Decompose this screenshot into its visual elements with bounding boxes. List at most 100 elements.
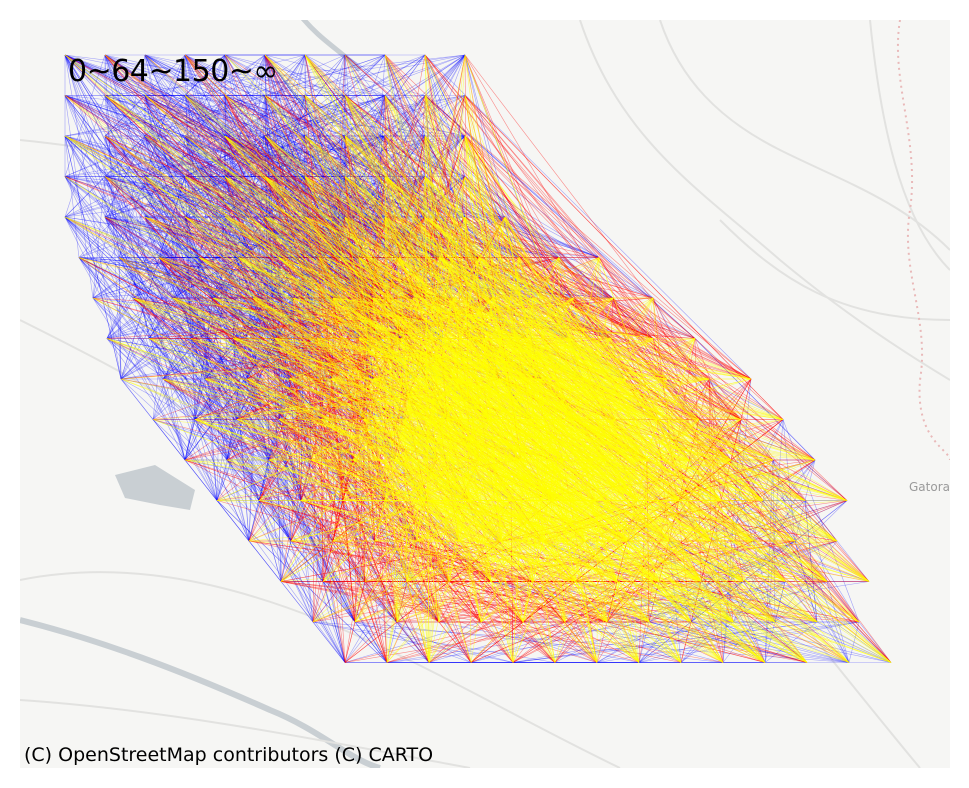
flow-line [64, 135, 174, 299]
flow-line [224, 54, 386, 96]
flow-line [64, 54, 346, 177]
flow-line [224, 95, 466, 218]
flow-line [172, 135, 186, 299]
flow-line [92, 176, 106, 299]
flow-line [64, 135, 346, 663]
flow-line [144, 95, 398, 623]
flow-line [184, 54, 196, 420]
flow-line [64, 54, 226, 177]
flow-line [428, 54, 466, 663]
flow-line [120, 257, 240, 380]
flow-line [144, 54, 426, 218]
flow-line [264, 54, 426, 96]
flow-line [194, 216, 226, 420]
flow-line [64, 95, 226, 137]
flow-line [464, 176, 560, 258]
flow-line [104, 176, 254, 299]
flow-line [198, 257, 440, 623]
flow-line [322, 581, 598, 663]
map-view[interactable]: 0~64~150~∞ Gatora (C) OpenStreetMap cont… [20, 20, 950, 768]
flow-line [184, 95, 402, 339]
flow-line [104, 135, 146, 218]
flow-line [194, 257, 200, 420]
flow-line [64, 54, 214, 299]
flow-line [564, 621, 724, 663]
flow-line [212, 257, 240, 299]
flow-line [384, 54, 426, 218]
flow-line [752, 500, 848, 542]
flow-line [132, 176, 426, 299]
flow-line [104, 216, 276, 339]
flow-line [668, 540, 744, 582]
flow-line [464, 95, 784, 420]
flow-line [118, 257, 398, 623]
flow-line [78, 257, 366, 582]
flow-line [64, 54, 494, 299]
flow-line [194, 419, 440, 623]
flow-line [158, 257, 366, 582]
flow-line [158, 54, 226, 258]
flow-line [144, 54, 266, 137]
flow-line [152, 257, 280, 420]
flow-line [344, 621, 482, 663]
flow-line [148, 95, 226, 339]
flow-line [198, 135, 226, 258]
flow-line [278, 54, 346, 420]
flow-line [64, 95, 146, 137]
flow-line [64, 54, 106, 177]
flow-line [264, 95, 386, 137]
river [20, 617, 381, 768]
flow-line [64, 54, 386, 96]
flow-line [384, 54, 764, 501]
flow-line [144, 54, 294, 299]
flow-line [104, 176, 266, 218]
flow-line [64, 216, 440, 623]
flow-line [344, 54, 466, 137]
flow-line [64, 95, 218, 501]
flow-line [104, 54, 280, 258]
flow-line [184, 95, 480, 258]
flow-line [224, 216, 402, 339]
flow-line [316, 176, 346, 339]
flow-line [104, 135, 386, 218]
flow-line [64, 135, 228, 461]
flow-line [118, 54, 226, 258]
flow-line [184, 95, 386, 137]
flow-line [732, 581, 786, 623]
flow-line [238, 95, 306, 258]
flow-line [64, 216, 206, 380]
flow-line [64, 216, 186, 461]
flow-line [120, 378, 218, 501]
flow-line [144, 176, 440, 623]
flow-line [464, 95, 784, 420]
flow-line [132, 297, 360, 339]
flow-line [152, 419, 270, 461]
flow-line [64, 54, 266, 177]
flow-line [354, 621, 514, 663]
flow-line [64, 95, 94, 299]
flow-line [406, 540, 460, 582]
flow-line [106, 216, 306, 339]
road-6 [799, 619, 921, 768]
flow-line [64, 135, 466, 177]
flow-line [104, 95, 346, 218]
flow-line [104, 95, 234, 339]
flow-line [64, 176, 214, 299]
flow-line [64, 54, 306, 177]
flow-line [144, 135, 374, 299]
flow-line [64, 176, 106, 218]
flow-map-canvas[interactable] [20, 20, 950, 768]
flow-line [344, 540, 418, 663]
flow-line [104, 176, 520, 258]
flow-line [172, 297, 280, 420]
flow-line [352, 459, 366, 582]
flow-line [162, 176, 346, 380]
flow-line [848, 621, 860, 663]
flow-line [204, 95, 226, 380]
flow-line [64, 176, 430, 663]
flow-line [184, 95, 218, 501]
flow-line [106, 338, 344, 501]
flow-line [268, 459, 388, 663]
flow-line [64, 54, 228, 461]
flow-line [708, 378, 848, 501]
